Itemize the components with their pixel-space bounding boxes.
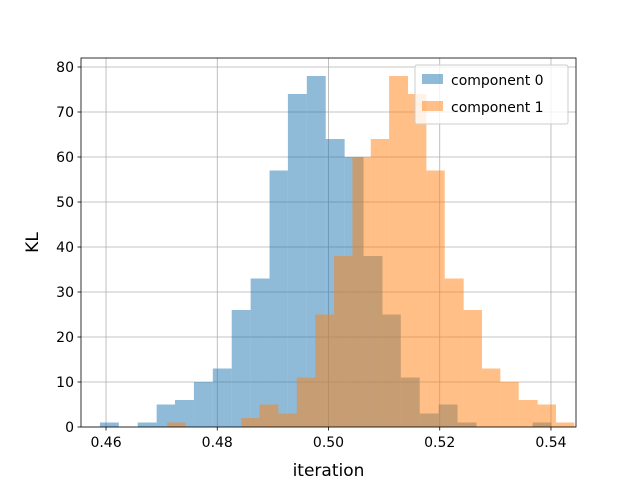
x-axis-label: iteration	[293, 461, 365, 480]
histogram-bar-series-1	[463, 310, 482, 427]
y-axis-label: KL	[23, 232, 43, 253]
histogram-bar-series-1	[278, 413, 297, 427]
histogram-bar-series-0	[137, 422, 157, 427]
y-tick-label: 50	[56, 195, 74, 211]
histogram-bar-series-1	[389, 76, 409, 427]
y-tick-label: 20	[56, 330, 74, 346]
histogram-bar-series-1	[537, 404, 556, 427]
histogram-bar-series-1	[241, 418, 260, 427]
histogram-bar-series-0	[156, 404, 175, 427]
legend-label: component 1	[451, 100, 544, 116]
histogram-bar-series-1	[259, 404, 279, 427]
x-tick-label: 0.50	[313, 435, 344, 451]
histogram-bar-series-1	[370, 139, 390, 427]
legend-swatch	[422, 74, 443, 84]
histogram-bar-series-1	[482, 368, 501, 427]
y-tick-label: 10	[56, 375, 74, 391]
y-tick-label: 60	[56, 150, 74, 166]
histogram-bar-series-0	[193, 382, 213, 427]
histogram-bar-series-1	[352, 157, 371, 427]
x-tick-label: 0.54	[535, 435, 566, 451]
legend: component 0 component 1	[414, 64, 569, 125]
histogram-bar-series-1	[500, 382, 519, 427]
legend-swatch	[422, 101, 443, 111]
x-tick-label: 0.48	[202, 435, 233, 451]
axis-ticks: 0.46 0.48 0.50 0.52 0.54 0 10 20 30 40 50 60 70 80	[56, 60, 566, 451]
histogram-bar-series-1	[296, 377, 316, 427]
histogram-bar-series-0	[174, 400, 194, 427]
histogram-bar-series-1	[518, 400, 538, 427]
histogram-bar-series-0	[99, 422, 119, 427]
histogram-bar-series-1	[426, 170, 445, 427]
histogram-bar-series-1	[315, 314, 335, 427]
histogram-bar-series-1	[167, 422, 186, 427]
legend-label: component 0	[451, 73, 544, 89]
histogram-bar-series-0	[269, 170, 288, 427]
histogram-bar-series-0	[231, 310, 251, 427]
histogram-bar-series-1	[408, 94, 427, 427]
histogram-bar-series-1	[334, 256, 353, 427]
histogram-bar-series-1	[555, 422, 575, 427]
y-tick-label: 70	[56, 105, 74, 121]
histogram-bar-series-1	[444, 278, 464, 427]
histogram-bar-series-0	[250, 278, 270, 427]
histogram-bar-series-0	[287, 94, 307, 427]
y-tick-label: 30	[56, 285, 74, 301]
x-tick-label: 0.52	[424, 435, 455, 451]
y-tick-label: 0	[65, 420, 74, 436]
legend-box	[414, 64, 569, 125]
histogram-bar-series-0	[212, 368, 232, 427]
histogram-bars	[99, 76, 575, 427]
y-tick-label: 80	[56, 60, 74, 76]
x-tick-label: 0.46	[90, 435, 121, 451]
y-tick-label: 40	[56, 240, 74, 256]
